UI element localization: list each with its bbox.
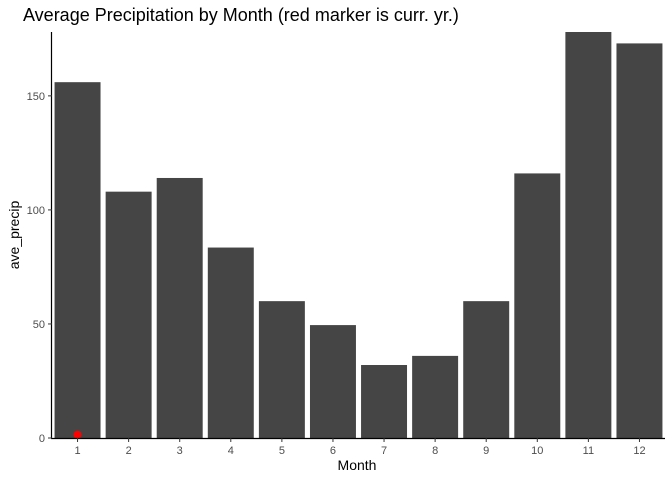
- y-tick-label: 0: [39, 433, 45, 445]
- bar-month-10: [514, 173, 561, 439]
- bar-month-6: [309, 325, 356, 438]
- bar-month-11: [565, 32, 612, 438]
- y-tick-label: 150: [27, 91, 45, 103]
- x-tick-label: 8: [432, 445, 438, 457]
- x-tick-label: 2: [126, 445, 132, 457]
- bar-month-9: [463, 301, 510, 438]
- x-tick-label: 3: [177, 445, 183, 457]
- x-tick-label: 6: [330, 445, 336, 457]
- bar-month-7: [361, 365, 408, 438]
- bars-layer: [54, 32, 663, 439]
- y-axis-title: ave_precip: [6, 201, 22, 270]
- x-tick-label: 1: [74, 445, 80, 457]
- x-tick-label: 10: [531, 445, 543, 457]
- x-tick-label: 4: [228, 445, 234, 457]
- x-ticks-layer: 1 2 3 4 5 6 7 8 9 10 11 12: [74, 438, 646, 457]
- chart-title: Average Precipitation by Month (red mark…: [23, 5, 459, 25]
- x-tick-label: 11: [583, 445, 594, 457]
- x-tick-label: 5: [279, 445, 285, 457]
- axes-layer: [50, 32, 665, 440]
- x-tick-label: 12: [633, 445, 645, 457]
- bar-month-12: [616, 43, 663, 439]
- bar-month-1: [54, 82, 101, 438]
- bar-month-5: [258, 301, 305, 438]
- x-tick-label: 7: [381, 445, 387, 457]
- bar-month-3: [156, 177, 203, 438]
- y-tick-label: 50: [33, 319, 45, 331]
- markers-layer: [73, 430, 82, 439]
- bar-month-2: [105, 191, 152, 438]
- y-tick-label: 100: [27, 205, 45, 217]
- y-ticks-layer: 0 50 100 150: [27, 91, 52, 445]
- bar-month-4: [207, 247, 254, 438]
- x-tick-label: 9: [483, 445, 489, 457]
- bar-month-8: [412, 355, 459, 438]
- current-year-marker: [73, 430, 82, 439]
- x-axis-title: Month: [338, 457, 377, 473]
